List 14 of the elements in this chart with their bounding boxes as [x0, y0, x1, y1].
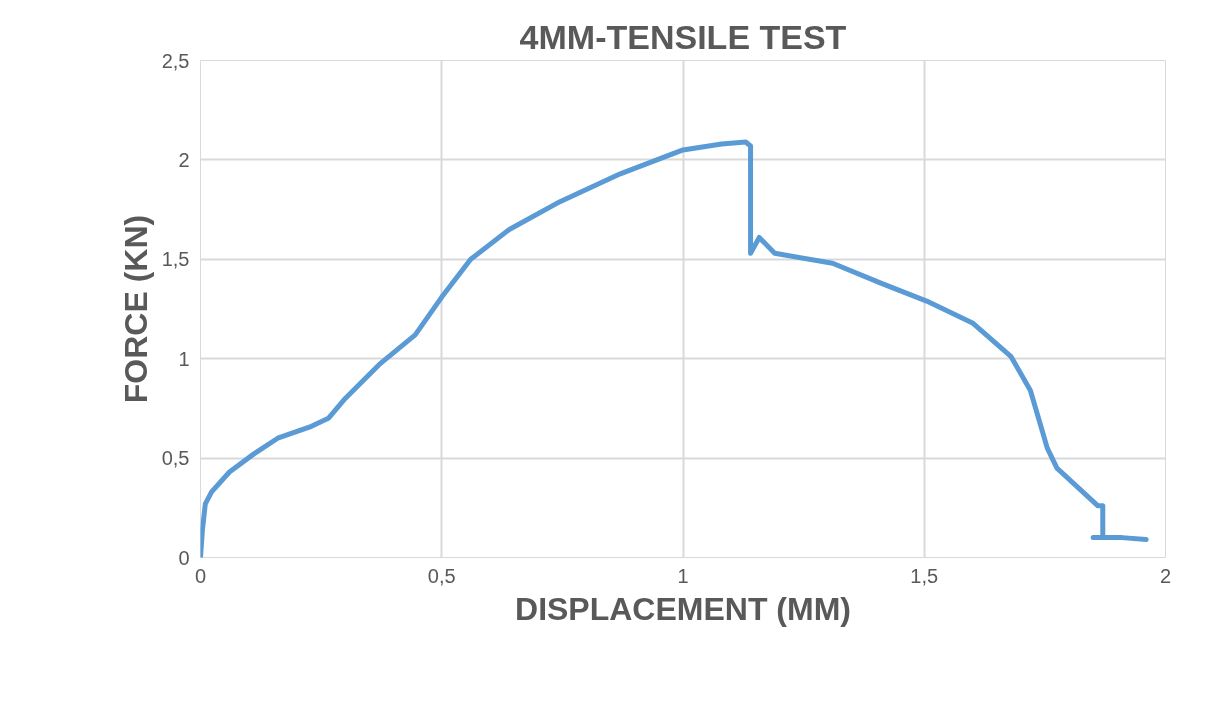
y-tick-label: 1,5	[161, 248, 190, 271]
x-tick-label: 0,5	[427, 564, 456, 587]
y-axis-title: FORCE (KN)	[117, 214, 154, 404]
chart-title: 4MM-TENSILE TEST	[519, 17, 847, 56]
y-tick-label: 0,5	[161, 447, 190, 470]
x-tick-label: 1,5	[910, 564, 939, 587]
y-tick-label: 2,5	[161, 49, 190, 72]
y-tick-label: 2	[178, 148, 190, 171]
x-tick-label: 0	[194, 564, 207, 587]
x-tick-label: 1	[677, 564, 689, 587]
x-tick-label: 2	[1159, 564, 1172, 587]
y-tick-label: 0	[178, 546, 190, 569]
x-axis-title: DISPLACEMENT (MM)	[515, 590, 851, 627]
y-tick-label: 1	[178, 347, 190, 370]
